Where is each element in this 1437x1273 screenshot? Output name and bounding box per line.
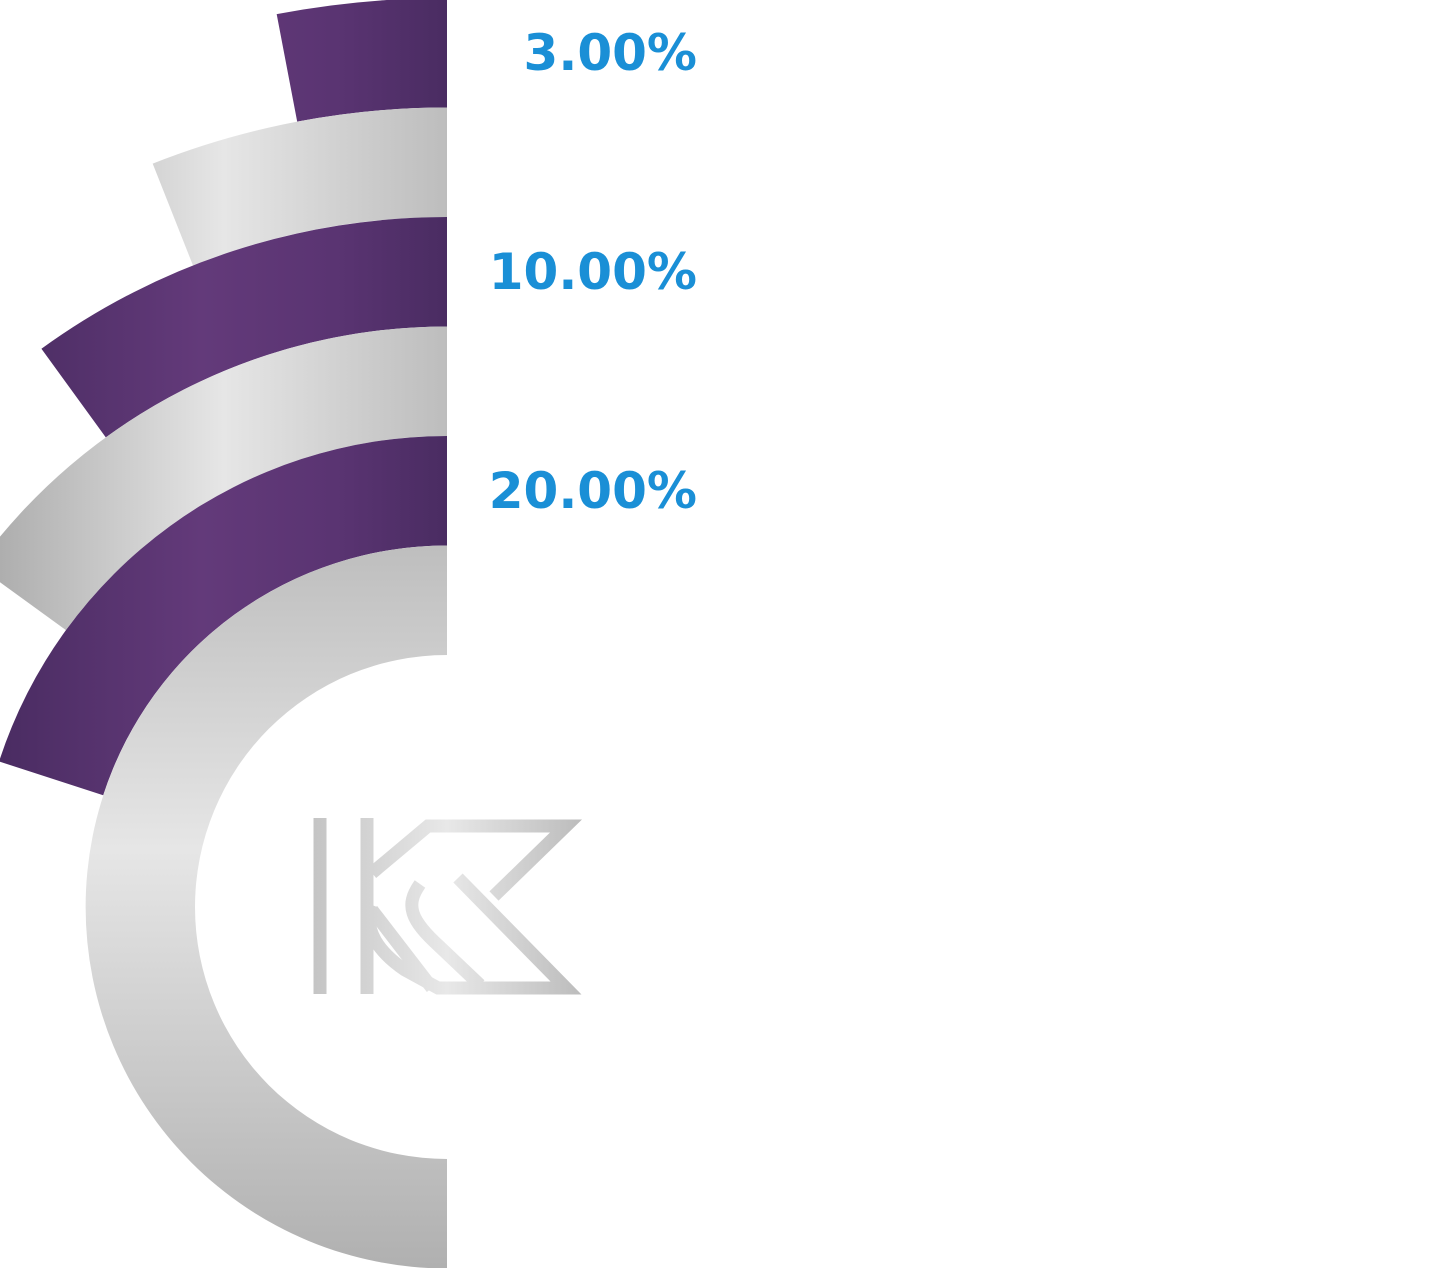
ring-1-silver <box>152 107 447 266</box>
ring-value-label: 20.00% <box>489 462 697 520</box>
kk-monogram-icon <box>313 818 583 995</box>
ring-value-label: 10.00% <box>489 243 697 301</box>
labels-layer: 3.00% 10.00% 20.00% <box>489 24 697 520</box>
ring-0-purple <box>276 0 447 122</box>
ring-value-label: 3.00% <box>524 24 697 82</box>
ring-4-purple <box>0 436 447 796</box>
ring-2-purple <box>41 217 448 438</box>
rings-layer <box>0 0 448 1269</box>
ring-3-silver <box>0 326 447 631</box>
ring-5-silver <box>85 545 447 1269</box>
